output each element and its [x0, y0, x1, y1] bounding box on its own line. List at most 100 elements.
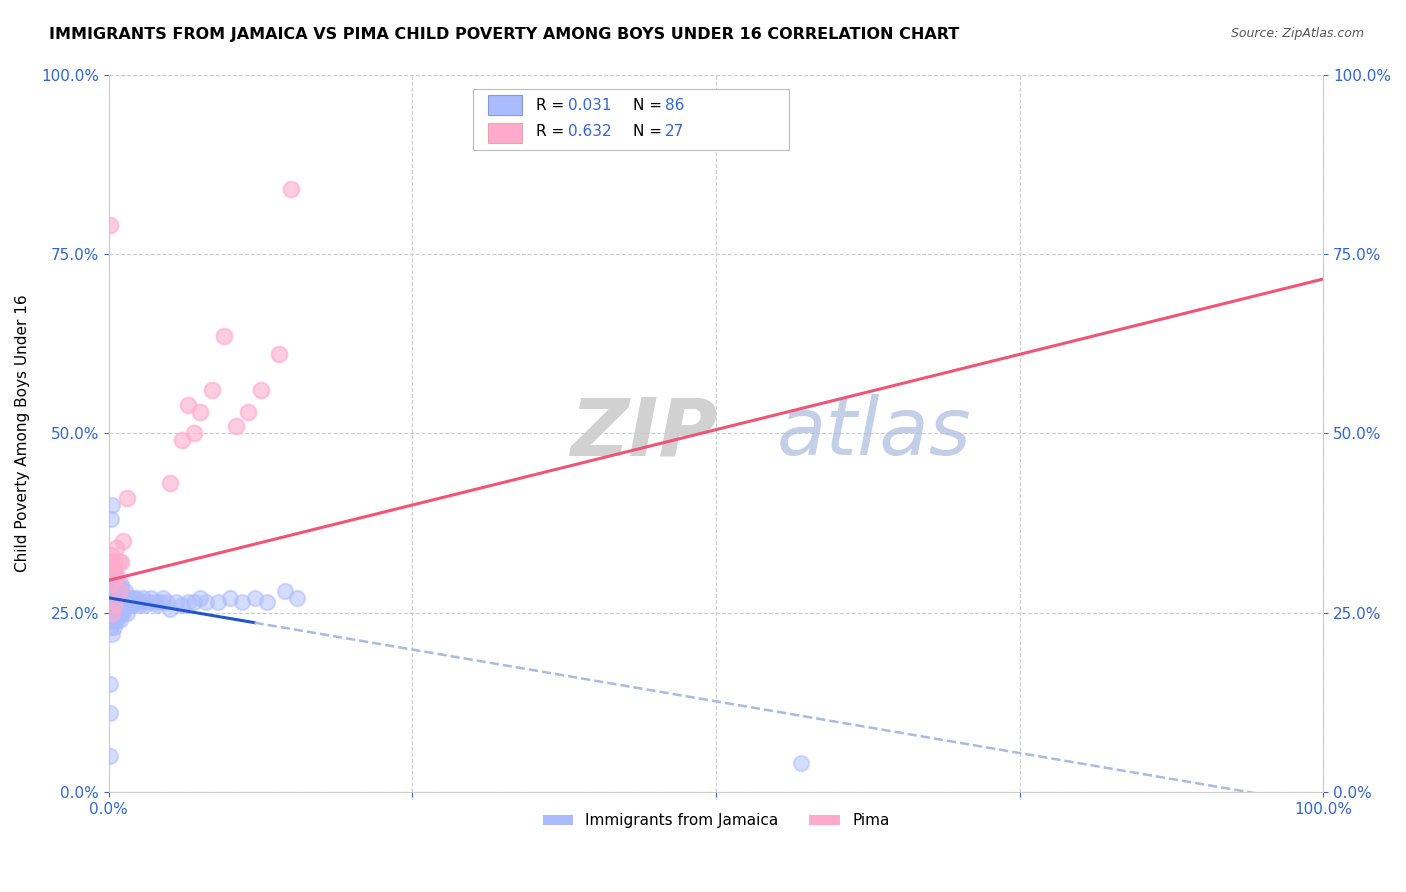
- Point: [231, 595, 253, 609]
- Point: [256, 595, 278, 609]
- Text: 0.031: 0.031: [568, 98, 612, 113]
- Point: [105, 577, 128, 591]
- Point: [159, 476, 181, 491]
- Point: [115, 491, 138, 505]
- Point: [121, 591, 143, 606]
- Point: [103, 599, 125, 613]
- FancyBboxPatch shape: [474, 89, 789, 150]
- Point: [103, 555, 125, 569]
- Point: [108, 613, 131, 627]
- Point: [100, 555, 122, 569]
- Point: [98, 577, 121, 591]
- Point: [129, 595, 152, 609]
- Point: [101, 599, 124, 613]
- Text: 27: 27: [665, 124, 685, 139]
- Text: 86: 86: [665, 98, 685, 113]
- Point: [115, 591, 138, 606]
- Point: [117, 599, 139, 613]
- Point: [107, 555, 129, 569]
- Point: [110, 606, 132, 620]
- Point: [100, 620, 122, 634]
- Point: [107, 591, 129, 606]
- Point: [188, 591, 211, 606]
- Point: [122, 599, 145, 613]
- Text: atlas: atlas: [776, 394, 972, 472]
- Point: [108, 599, 131, 613]
- Text: Source: ZipAtlas.com: Source: ZipAtlas.com: [1230, 27, 1364, 40]
- Point: [125, 591, 148, 606]
- Point: [219, 591, 242, 606]
- Point: [108, 584, 131, 599]
- Point: [100, 577, 122, 591]
- Point: [98, 613, 121, 627]
- Point: [103, 563, 125, 577]
- Point: [105, 541, 128, 555]
- Point: [101, 584, 124, 599]
- Point: [98, 218, 121, 232]
- Point: [100, 548, 122, 562]
- Point: [146, 599, 169, 613]
- Point: [177, 595, 200, 609]
- Point: [104, 584, 127, 599]
- Point: [136, 595, 159, 609]
- Point: [100, 591, 122, 606]
- Point: [267, 347, 290, 361]
- Point: [114, 599, 136, 613]
- Point: [225, 419, 247, 434]
- Point: [101, 563, 124, 577]
- Point: [103, 606, 125, 620]
- Point: [104, 613, 127, 627]
- Point: [101, 498, 124, 512]
- Point: [114, 584, 136, 599]
- Point: [107, 577, 129, 591]
- Text: N =: N =: [634, 124, 668, 139]
- Point: [195, 595, 218, 609]
- Point: [128, 599, 150, 613]
- Point: [115, 606, 138, 620]
- Point: [170, 599, 193, 613]
- Point: [111, 584, 134, 599]
- Point: [177, 398, 200, 412]
- Point: [790, 756, 813, 771]
- Point: [120, 599, 142, 613]
- Point: [105, 613, 128, 627]
- Point: [101, 613, 124, 627]
- Point: [118, 591, 141, 606]
- Point: [134, 599, 156, 613]
- Point: [143, 595, 166, 609]
- Point: [110, 555, 132, 569]
- Point: [98, 749, 121, 764]
- Point: [132, 591, 155, 606]
- Text: 0.632: 0.632: [568, 124, 612, 139]
- Point: [98, 706, 121, 720]
- Text: ZIP: ZIP: [571, 394, 717, 472]
- Y-axis label: Child Poverty Among Boys Under 16: Child Poverty Among Boys Under 16: [15, 294, 30, 572]
- Point: [212, 329, 235, 343]
- Point: [188, 405, 211, 419]
- FancyBboxPatch shape: [488, 95, 522, 115]
- Point: [170, 434, 193, 448]
- Point: [110, 591, 132, 606]
- Point: [114, 591, 136, 606]
- Text: IMMIGRANTS FROM JAMAICA VS PIMA CHILD POVERTY AMONG BOYS UNDER 16 CORRELATION CH: IMMIGRANTS FROM JAMAICA VS PIMA CHILD PO…: [49, 27, 959, 42]
- Point: [103, 591, 125, 606]
- Point: [105, 577, 128, 591]
- Point: [201, 383, 224, 397]
- Point: [249, 383, 271, 397]
- Point: [112, 533, 135, 548]
- Point: [183, 595, 205, 609]
- Point: [238, 405, 260, 419]
- Point: [101, 606, 124, 620]
- Point: [280, 182, 302, 196]
- Text: R =: R =: [536, 124, 569, 139]
- Point: [285, 591, 308, 606]
- Point: [152, 591, 174, 606]
- Point: [105, 591, 128, 606]
- Point: [98, 599, 121, 613]
- Point: [98, 563, 121, 577]
- Point: [165, 595, 187, 609]
- Text: R =: R =: [536, 98, 569, 113]
- Point: [124, 591, 146, 606]
- Text: N =: N =: [634, 98, 668, 113]
- Point: [156, 595, 179, 609]
